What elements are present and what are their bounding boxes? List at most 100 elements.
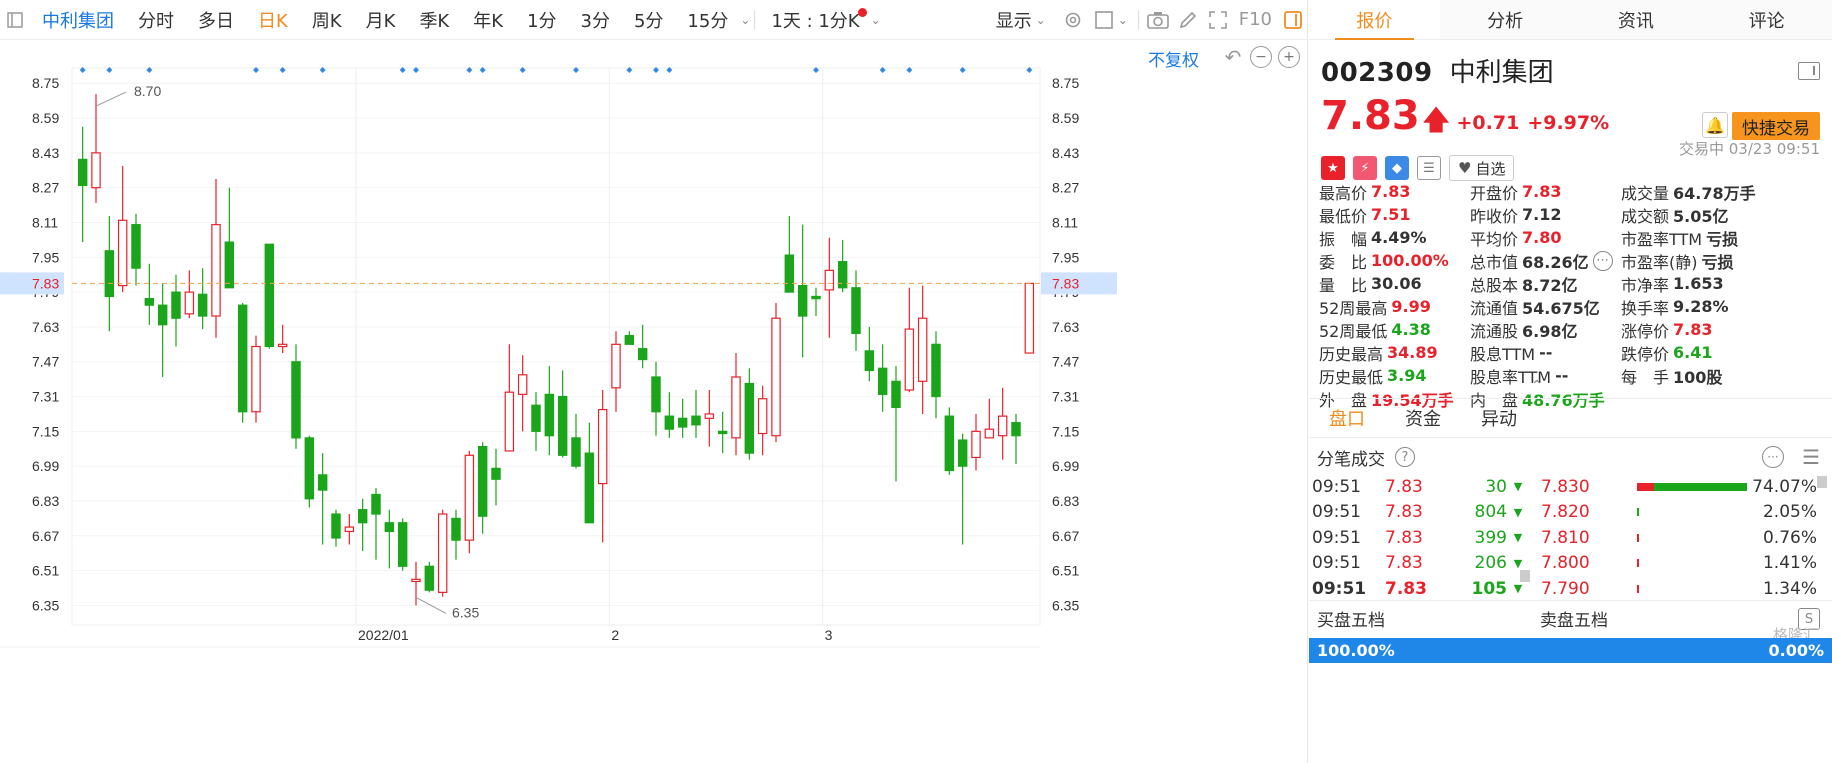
candle-body[interactable] (371, 493, 381, 515)
event-marker-icon[interactable] (653, 67, 659, 73)
candle-body[interactable] (611, 343, 621, 389)
candle-body[interactable] (784, 254, 795, 293)
candle-body[interactable] (131, 224, 141, 269)
candle-body[interactable] (931, 343, 941, 398)
event-marker-icon[interactable] (1026, 67, 1033, 73)
candle-body[interactable] (771, 317, 781, 437)
candle-body[interactable] (824, 269, 835, 291)
candle-body[interactable] (557, 395, 568, 456)
candle-body[interactable] (984, 428, 995, 439)
candle-body[interactable] (331, 513, 341, 539)
candle-body[interactable] (544, 393, 555, 437)
candle-body[interactable] (877, 367, 888, 395)
candle-body[interactable] (731, 376, 741, 439)
more-icon[interactable]: ··· (1762, 446, 1784, 468)
reset-icon[interactable]: ↶ (1224, 45, 1242, 69)
candle-body[interactable] (504, 391, 515, 452)
candle-body[interactable] (77, 158, 88, 187)
bell-icon[interactable]: 🔔 (1702, 112, 1728, 138)
note-icon[interactable]: ☰ (1417, 156, 1441, 180)
candle-body[interactable] (317, 474, 328, 491)
candle-body[interactable] (491, 467, 501, 480)
candle-body[interactable] (344, 526, 355, 533)
candle-body[interactable] (411, 578, 421, 583)
period-tab[interactable]: 月K (365, 10, 396, 32)
period-tab[interactable]: 年K (473, 10, 504, 32)
candle-body[interactable] (237, 304, 248, 413)
help-icon[interactable]: ? (1395, 447, 1415, 467)
event-marker-icon[interactable] (413, 67, 419, 73)
candle-body[interactable] (851, 287, 861, 335)
sub-tab-1[interactable]: 资金 (1405, 409, 1441, 430)
period-tab[interactable]: 多日 (198, 10, 234, 32)
layout-icon[interactable] (1798, 62, 1820, 80)
event-marker-icon[interactable] (879, 67, 886, 73)
candle-body[interactable] (277, 343, 288, 348)
candle-body[interactable] (264, 243, 275, 348)
candle-body[interactable] (397, 522, 408, 567)
candle-body[interactable] (997, 415, 1008, 437)
candle-body[interactable] (664, 415, 675, 430)
candlestick-chart[interactable]: 8.75 8.75 8.59 8.59 8.43 8.43 8.27 8.27 8.11 8.11… (0, 40, 1308, 763)
candle-body[interactable] (144, 298, 155, 306)
multi-period-select[interactable]: 1天 : 1分K ⌄ (759, 0, 892, 40)
scrollbar[interactable] (1520, 570, 1530, 582)
f10-button[interactable]: F10 (1238, 9, 1272, 30)
candle-body[interactable] (384, 522, 395, 533)
candle-body[interactable] (197, 293, 208, 317)
fullscreen-icon[interactable] (1203, 0, 1233, 40)
candle-body[interactable] (704, 413, 715, 419)
zoom-out-icon[interactable]: − (1250, 46, 1272, 68)
more-icon[interactable]: ⋯ (1592, 250, 1613, 271)
expand-chevron-icon[interactable]: ⌃ (1531, 378, 1543, 394)
tab-2[interactable]: 资讯 (1570, 0, 1702, 39)
candle-body[interactable] (717, 430, 728, 435)
event-marker-icon[interactable] (906, 67, 913, 73)
candle-body[interactable] (224, 241, 235, 289)
period-tab[interactable]: 季K (419, 10, 450, 32)
candle-body[interactable] (677, 417, 688, 428)
event-marker-icon[interactable] (319, 67, 326, 73)
candle-body[interactable] (904, 328, 915, 391)
candle-body[interactable] (117, 219, 128, 287)
candle-body[interactable] (971, 430, 981, 459)
event-marker-icon[interactable] (399, 67, 406, 73)
candle-body[interactable] (171, 291, 181, 319)
candle-body[interactable] (1011, 422, 1021, 437)
candle-body[interactable] (91, 152, 101, 189)
event-marker-icon[interactable] (106, 67, 113, 73)
zoom-in-icon[interactable]: + (1278, 46, 1300, 68)
tag-icon[interactable]: ◆ (1385, 156, 1409, 180)
candle-body[interactable] (517, 374, 528, 395)
candle-body[interactable] (624, 335, 635, 345)
stock-name-tab[interactable]: 中利集团 (42, 10, 114, 32)
candle-body[interactable] (891, 380, 901, 409)
candle-body[interactable] (424, 565, 435, 591)
draw-pencil-icon[interactable] (1173, 0, 1203, 40)
event-marker-icon[interactable] (79, 67, 86, 73)
candle-body[interactable] (864, 350, 875, 372)
candle-body[interactable] (157, 304, 168, 326)
candle-body[interactable] (291, 361, 301, 439)
candle-body[interactable] (571, 437, 581, 467)
candle-body[interactable] (1024, 282, 1035, 354)
event-marker-icon[interactable] (146, 67, 153, 73)
sidebar-toggle-icon[interactable] (0, 0, 30, 40)
candle-body[interactable] (304, 437, 315, 500)
candle-body[interactable] (651, 376, 661, 413)
event-marker-icon[interactable] (466, 67, 473, 73)
event-marker-icon[interactable] (626, 67, 633, 73)
candle-body[interactable] (797, 284, 808, 317)
person-run-icon[interactable]: ⚡ (1353, 156, 1377, 180)
candle-body[interactable] (357, 509, 368, 524)
scrollbar[interactable] (1817, 476, 1827, 488)
period-tab[interactable]: 1分 (527, 10, 557, 32)
tab-1[interactable]: 分析 (1439, 0, 1571, 39)
tab-3[interactable]: 评论 (1701, 0, 1832, 39)
candle-body[interactable] (691, 415, 701, 426)
quick-trade-button[interactable]: 快捷交易 (1732, 112, 1820, 140)
period-tab[interactable]: 15分 (687, 10, 729, 32)
event-marker-icon[interactable] (479, 67, 486, 73)
candle-body[interactable] (464, 454, 475, 541)
event-marker-icon[interactable] (666, 67, 673, 73)
